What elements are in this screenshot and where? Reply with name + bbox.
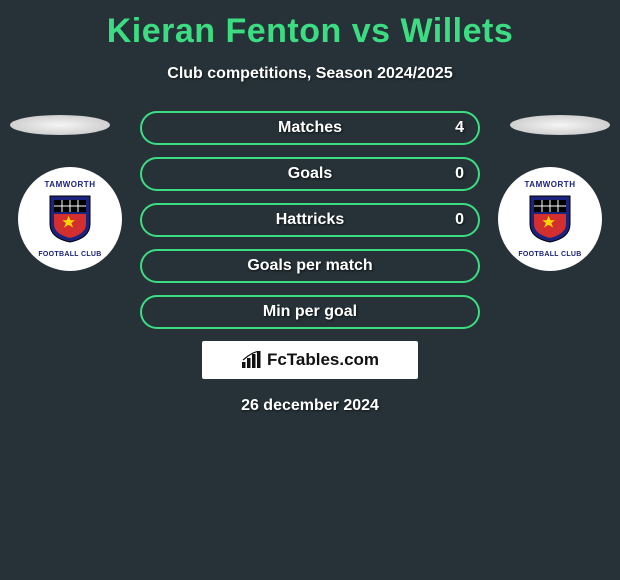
stat-label: Min per goal xyxy=(263,303,357,321)
stat-bar-goals: Goals 0 xyxy=(140,157,480,191)
club-name-bottom: FOOTBALL CLUB xyxy=(29,251,111,258)
club-name-bottom: FOOTBALL CLUB xyxy=(509,251,591,258)
stat-right-value: 0 xyxy=(455,165,464,183)
bars-icon xyxy=(241,351,263,369)
content-area: TAMWORTH FOOTBALL CLUB TAMWORTH xyxy=(0,111,620,415)
date-text: 26 december 2024 xyxy=(0,397,620,415)
player-photo-left xyxy=(10,115,110,135)
stat-label: Matches xyxy=(278,119,342,137)
stat-right-value: 0 xyxy=(455,211,464,229)
club-shield-icon xyxy=(48,194,92,244)
player-photo-right xyxy=(510,115,610,135)
subtitle: Club competitions, Season 2024/2025 xyxy=(0,65,620,83)
club-badge-right: TAMWORTH FOOTBALL CLUB xyxy=(500,169,600,269)
brand-badge: FcTables.com xyxy=(202,341,418,379)
stat-label: Goals per match xyxy=(247,257,372,275)
club-shield-icon xyxy=(528,194,572,244)
stat-label: Hattricks xyxy=(276,211,344,229)
stat-bar-hattricks: Hattricks 0 xyxy=(140,203,480,237)
club-name-top: TAMWORTH xyxy=(29,180,111,189)
brand-text: FcTables.com xyxy=(267,350,379,370)
stat-bar-goals-per-match: Goals per match xyxy=(140,249,480,283)
club-badge-left: TAMWORTH FOOTBALL CLUB xyxy=(20,169,120,269)
stat-right-value: 4 xyxy=(455,119,464,137)
club-name-top: TAMWORTH xyxy=(509,180,591,189)
stats-bars: Matches 4 Goals 0 Hattricks 0 Goals per … xyxy=(140,111,480,329)
stat-label: Goals xyxy=(288,165,332,183)
stat-bar-min-per-goal: Min per goal xyxy=(140,295,480,329)
page-title: Kieran Fenton vs Willets xyxy=(0,0,620,51)
stat-bar-matches: Matches 4 xyxy=(140,111,480,145)
